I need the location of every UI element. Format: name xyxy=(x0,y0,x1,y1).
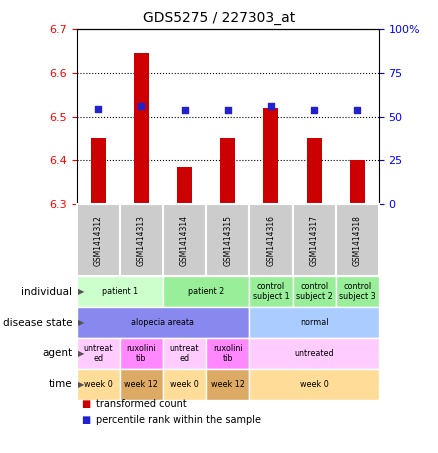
Bar xyxy=(249,204,293,276)
Bar xyxy=(336,276,379,307)
Text: GSM1414318: GSM1414318 xyxy=(353,215,362,265)
Text: individual: individual xyxy=(21,287,72,297)
Text: GDS5275 / 227303_at: GDS5275 / 227303_at xyxy=(143,11,295,25)
Bar xyxy=(206,338,249,369)
Text: control
subject 2: control subject 2 xyxy=(296,282,332,301)
Text: week 12: week 12 xyxy=(211,380,245,389)
Text: GSM1414316: GSM1414316 xyxy=(266,215,276,265)
Text: alopecia areata: alopecia areata xyxy=(131,318,194,327)
Bar xyxy=(350,160,365,204)
Text: GSM1414312: GSM1414312 xyxy=(94,215,103,265)
Text: week 12: week 12 xyxy=(124,380,159,389)
Bar xyxy=(163,276,249,307)
Text: percentile rank within the sample: percentile rank within the sample xyxy=(96,415,261,425)
Text: agent: agent xyxy=(42,348,72,358)
Point xyxy=(181,106,188,114)
Point xyxy=(138,102,145,109)
Bar xyxy=(263,108,279,204)
Text: time: time xyxy=(49,379,72,389)
Bar xyxy=(134,53,149,204)
Bar xyxy=(77,338,120,369)
Bar xyxy=(77,369,120,400)
Bar xyxy=(120,338,163,369)
Point xyxy=(95,106,102,113)
Bar xyxy=(163,338,206,369)
Text: GSM1414313: GSM1414313 xyxy=(137,215,146,265)
Text: ▶: ▶ xyxy=(78,287,84,296)
Text: ▶: ▶ xyxy=(78,349,84,358)
Text: ruxolini
tib: ruxolini tib xyxy=(127,344,156,363)
Bar xyxy=(77,276,163,307)
Bar xyxy=(249,338,379,369)
Bar xyxy=(91,139,106,204)
Text: ■: ■ xyxy=(81,399,90,409)
Text: untreat
ed: untreat ed xyxy=(170,344,199,363)
Text: control
subject 3: control subject 3 xyxy=(339,282,376,301)
Bar xyxy=(77,204,120,276)
Text: GSM1414317: GSM1414317 xyxy=(310,215,318,265)
Bar xyxy=(307,139,321,204)
Text: untreated: untreated xyxy=(294,349,334,358)
Point xyxy=(311,106,318,114)
Bar xyxy=(249,307,379,338)
Text: ▶: ▶ xyxy=(78,380,84,389)
Text: week 0: week 0 xyxy=(300,380,328,389)
Text: untreat
ed: untreat ed xyxy=(84,344,113,363)
Text: patient 2: patient 2 xyxy=(188,287,224,296)
Text: ▶: ▶ xyxy=(78,318,84,327)
Point xyxy=(268,102,275,109)
Bar xyxy=(206,369,249,400)
Bar xyxy=(220,139,235,204)
Bar xyxy=(249,369,379,400)
Bar xyxy=(293,276,336,307)
Text: GSM1414315: GSM1414315 xyxy=(223,215,232,265)
Text: transformed count: transformed count xyxy=(96,399,187,409)
Bar xyxy=(336,204,379,276)
Bar xyxy=(163,204,206,276)
Bar xyxy=(177,167,192,204)
Text: GSM1414314: GSM1414314 xyxy=(180,215,189,265)
Text: normal: normal xyxy=(300,318,328,327)
Text: ■: ■ xyxy=(81,415,90,425)
Bar xyxy=(120,369,163,400)
Bar xyxy=(77,307,249,338)
Text: disease state: disease state xyxy=(3,318,72,328)
Bar xyxy=(163,369,206,400)
Bar xyxy=(293,204,336,276)
Point xyxy=(224,106,231,114)
Bar xyxy=(120,204,163,276)
Text: patient 1: patient 1 xyxy=(102,287,138,296)
Text: week 0: week 0 xyxy=(170,380,199,389)
Bar xyxy=(249,276,293,307)
Text: ruxolini
tib: ruxolini tib xyxy=(213,344,243,363)
Text: control
subject 1: control subject 1 xyxy=(253,282,289,301)
Point xyxy=(354,106,361,114)
Text: week 0: week 0 xyxy=(84,380,113,389)
Bar xyxy=(206,204,249,276)
